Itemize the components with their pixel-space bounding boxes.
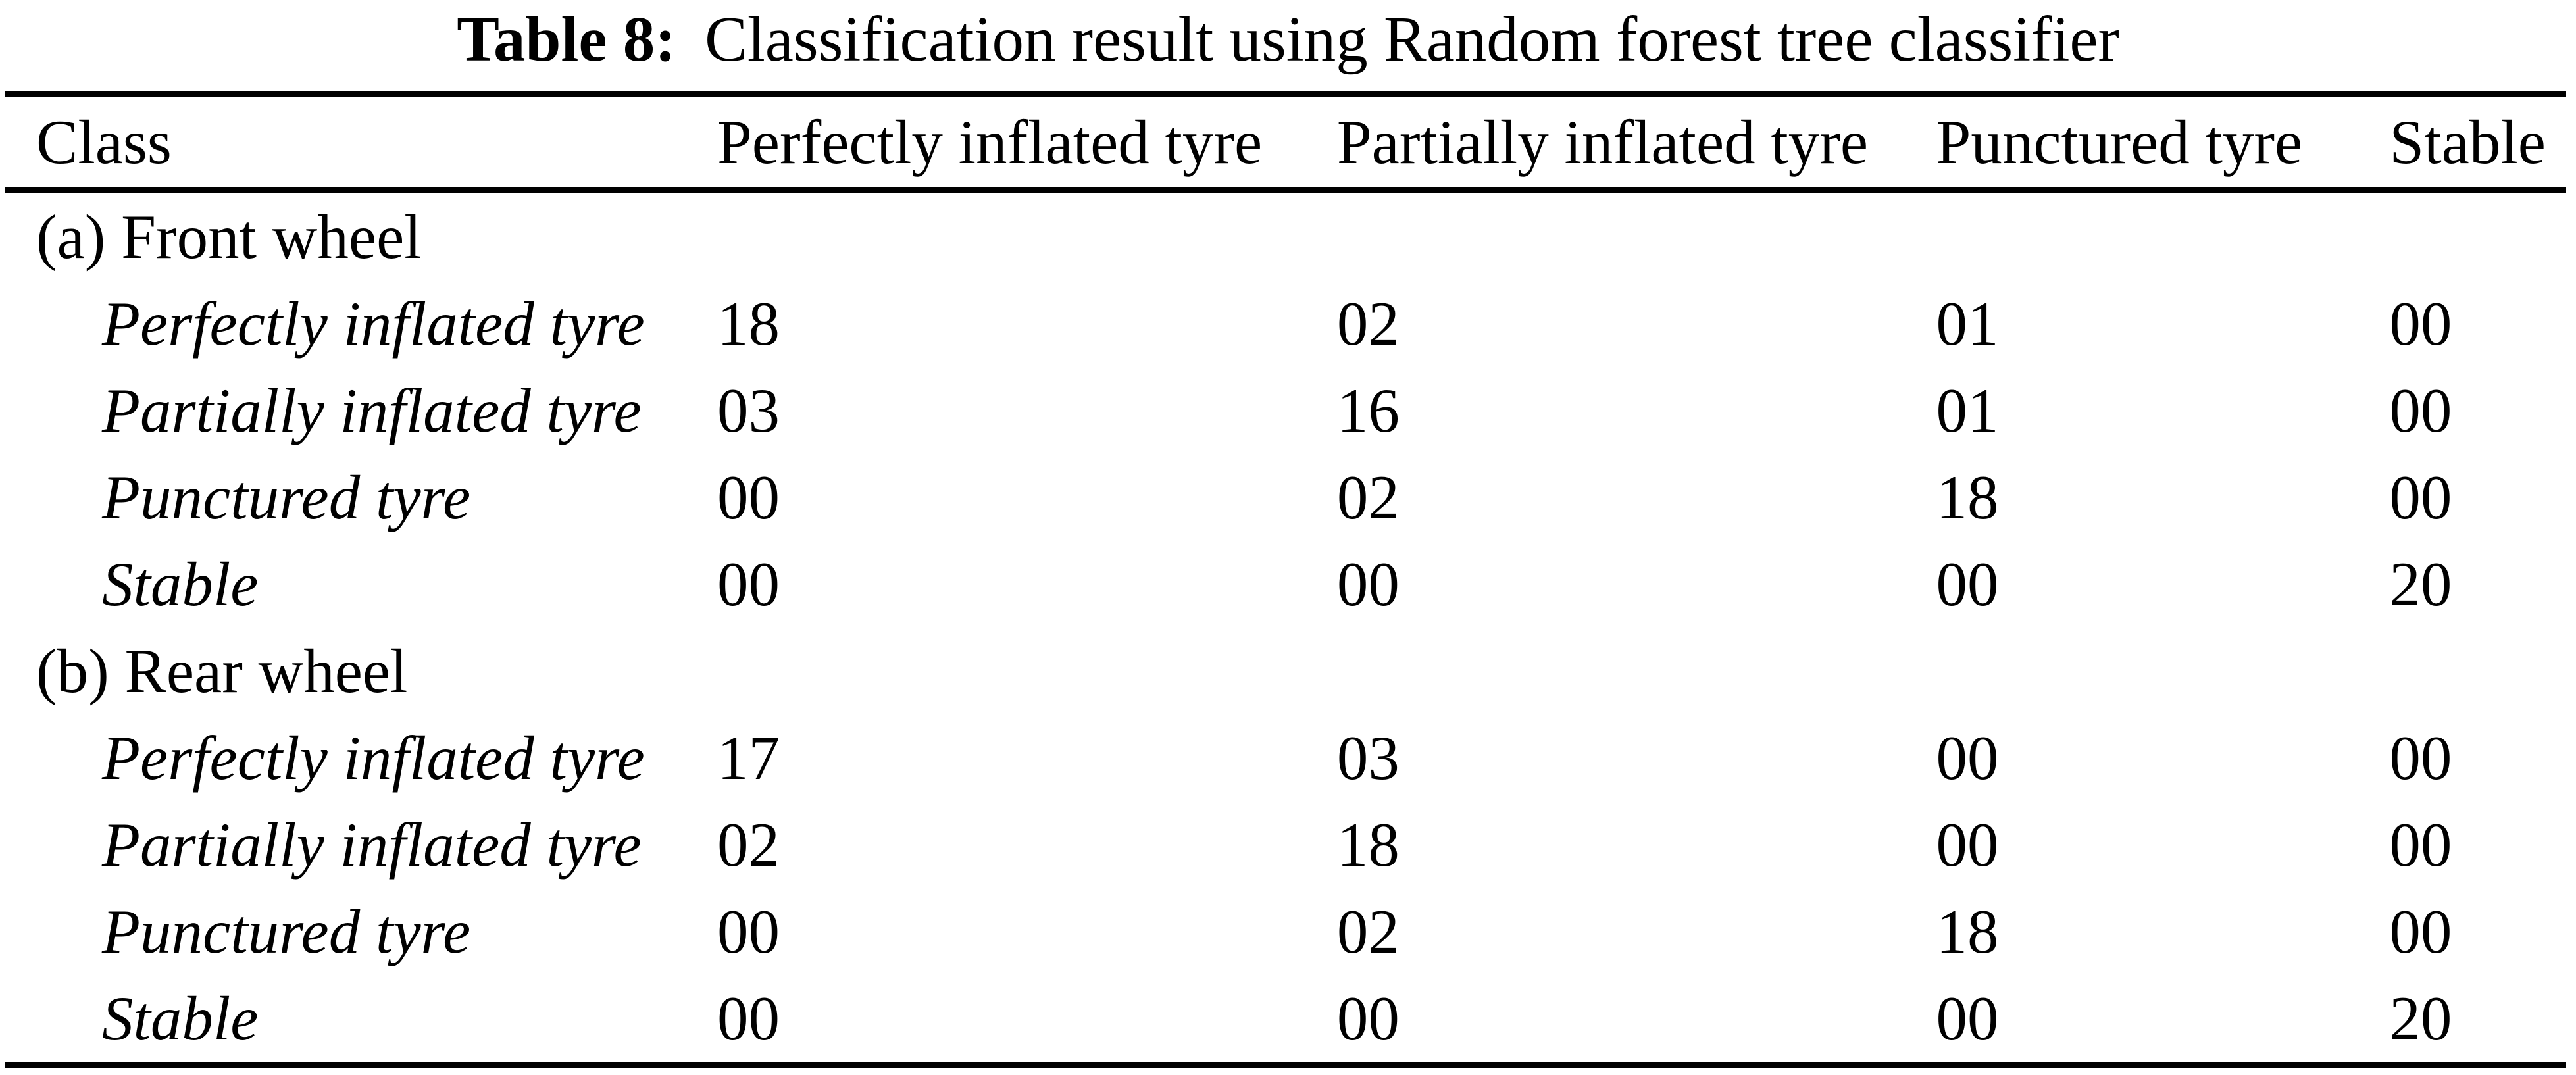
cell-value: 18: [1936, 463, 1999, 532]
cell-value: 00: [1336, 549, 1400, 619]
cell-value: 00: [1936, 984, 1999, 1053]
table-row: Punctured tyre 00 02 18 00: [5, 888, 2566, 975]
cell-value: 17: [717, 723, 780, 793]
row-label: Partially inflated tyre: [102, 810, 642, 880]
cell-value: 02: [1336, 463, 1400, 532]
cell-value: 00: [2389, 723, 2452, 793]
table-row: Partially inflated tyre 02 18 00 00: [5, 801, 2566, 888]
table-row: Partially inflated tyre 03 16 01 00: [5, 367, 2566, 454]
table-row: Perfectly inflated tyre 18 02 01 00: [5, 280, 2566, 367]
section-header-rear-wheel: (b) Rear wheel: [36, 636, 408, 706]
column-header-stable: Stable: [2389, 93, 2566, 193]
table-row: Stable 00 00 00 20: [5, 975, 2566, 1065]
table-caption: Table 8: Classification result using Rand…: [0, 1, 2576, 78]
cell-value: 02: [1336, 289, 1400, 359]
cell-value: 20: [2389, 984, 2452, 1053]
row-label: Stable: [102, 549, 259, 619]
cell-value: 00: [2389, 897, 2452, 966]
row-label: Punctured tyre: [102, 897, 471, 966]
cell-value: 02: [717, 810, 780, 880]
cell-value: 16: [1336, 376, 1400, 445]
cell-value: 03: [717, 376, 780, 445]
row-label: Stable: [102, 984, 259, 1053]
section-header-row-front-wheel: (a) Front wheel: [5, 191, 2566, 281]
cell-value: 01: [1936, 376, 1999, 445]
cell-value: 20: [2389, 549, 2452, 619]
cell-value: 18: [1936, 897, 1999, 966]
cell-value: 00: [717, 549, 780, 619]
cell-value: 00: [717, 897, 780, 966]
cell-value: 00: [1336, 984, 1400, 1053]
section-header-front-wheel: (a) Front wheel: [36, 202, 422, 272]
table-row: Stable 00 00 00 20: [5, 541, 2566, 628]
cell-value: 00: [1936, 549, 1999, 619]
column-header-partially-inflated-tyre: Partially inflated tyre: [1336, 93, 1936, 193]
row-label: Partially inflated tyre: [102, 376, 642, 445]
table-body: (a) Front wheel Perfectly inflated tyre …: [5, 191, 2566, 1065]
header-row: Class Perfectly inflated tyre Partially …: [5, 93, 2566, 193]
column-header-punctured-tyre: Punctured tyre: [1936, 93, 2390, 193]
table-row: Perfectly inflated tyre 17 03 00 00: [5, 714, 2566, 801]
cell-value: 00: [717, 463, 780, 532]
table-header: Class Perfectly inflated tyre Partially …: [5, 93, 2566, 193]
classification-result-table: Class Perfectly inflated tyre Partially …: [5, 91, 2566, 1068]
section-header-row-rear-wheel: (b) Rear wheel: [5, 628, 2566, 714]
table-caption-text: Classification result using Random fores…: [705, 4, 2119, 74]
row-label: Perfectly inflated tyre: [102, 289, 645, 359]
cell-value: 00: [2389, 289, 2452, 359]
column-header-perfectly-inflated-tyre: Perfectly inflated tyre: [717, 93, 1337, 193]
table-caption-label: Table 8:: [457, 4, 676, 74]
cell-value: 00: [2389, 810, 2452, 880]
column-header-class: Class: [5, 93, 717, 193]
cell-value: 00: [717, 984, 780, 1053]
cell-value: 01: [1936, 289, 1999, 359]
cell-value: 18: [717, 289, 780, 359]
cell-value: 02: [1336, 897, 1400, 966]
cell-value: 00: [1936, 723, 1999, 793]
cell-value: 18: [1336, 810, 1400, 880]
cell-value: 00: [1936, 810, 1999, 880]
cell-value: 00: [2389, 463, 2452, 532]
cell-value: 03: [1336, 723, 1400, 793]
cell-value: 00: [2389, 376, 2452, 445]
row-label: Punctured tyre: [102, 463, 471, 532]
row-label: Perfectly inflated tyre: [102, 723, 645, 793]
table-row: Punctured tyre 00 02 18 00: [5, 454, 2566, 541]
